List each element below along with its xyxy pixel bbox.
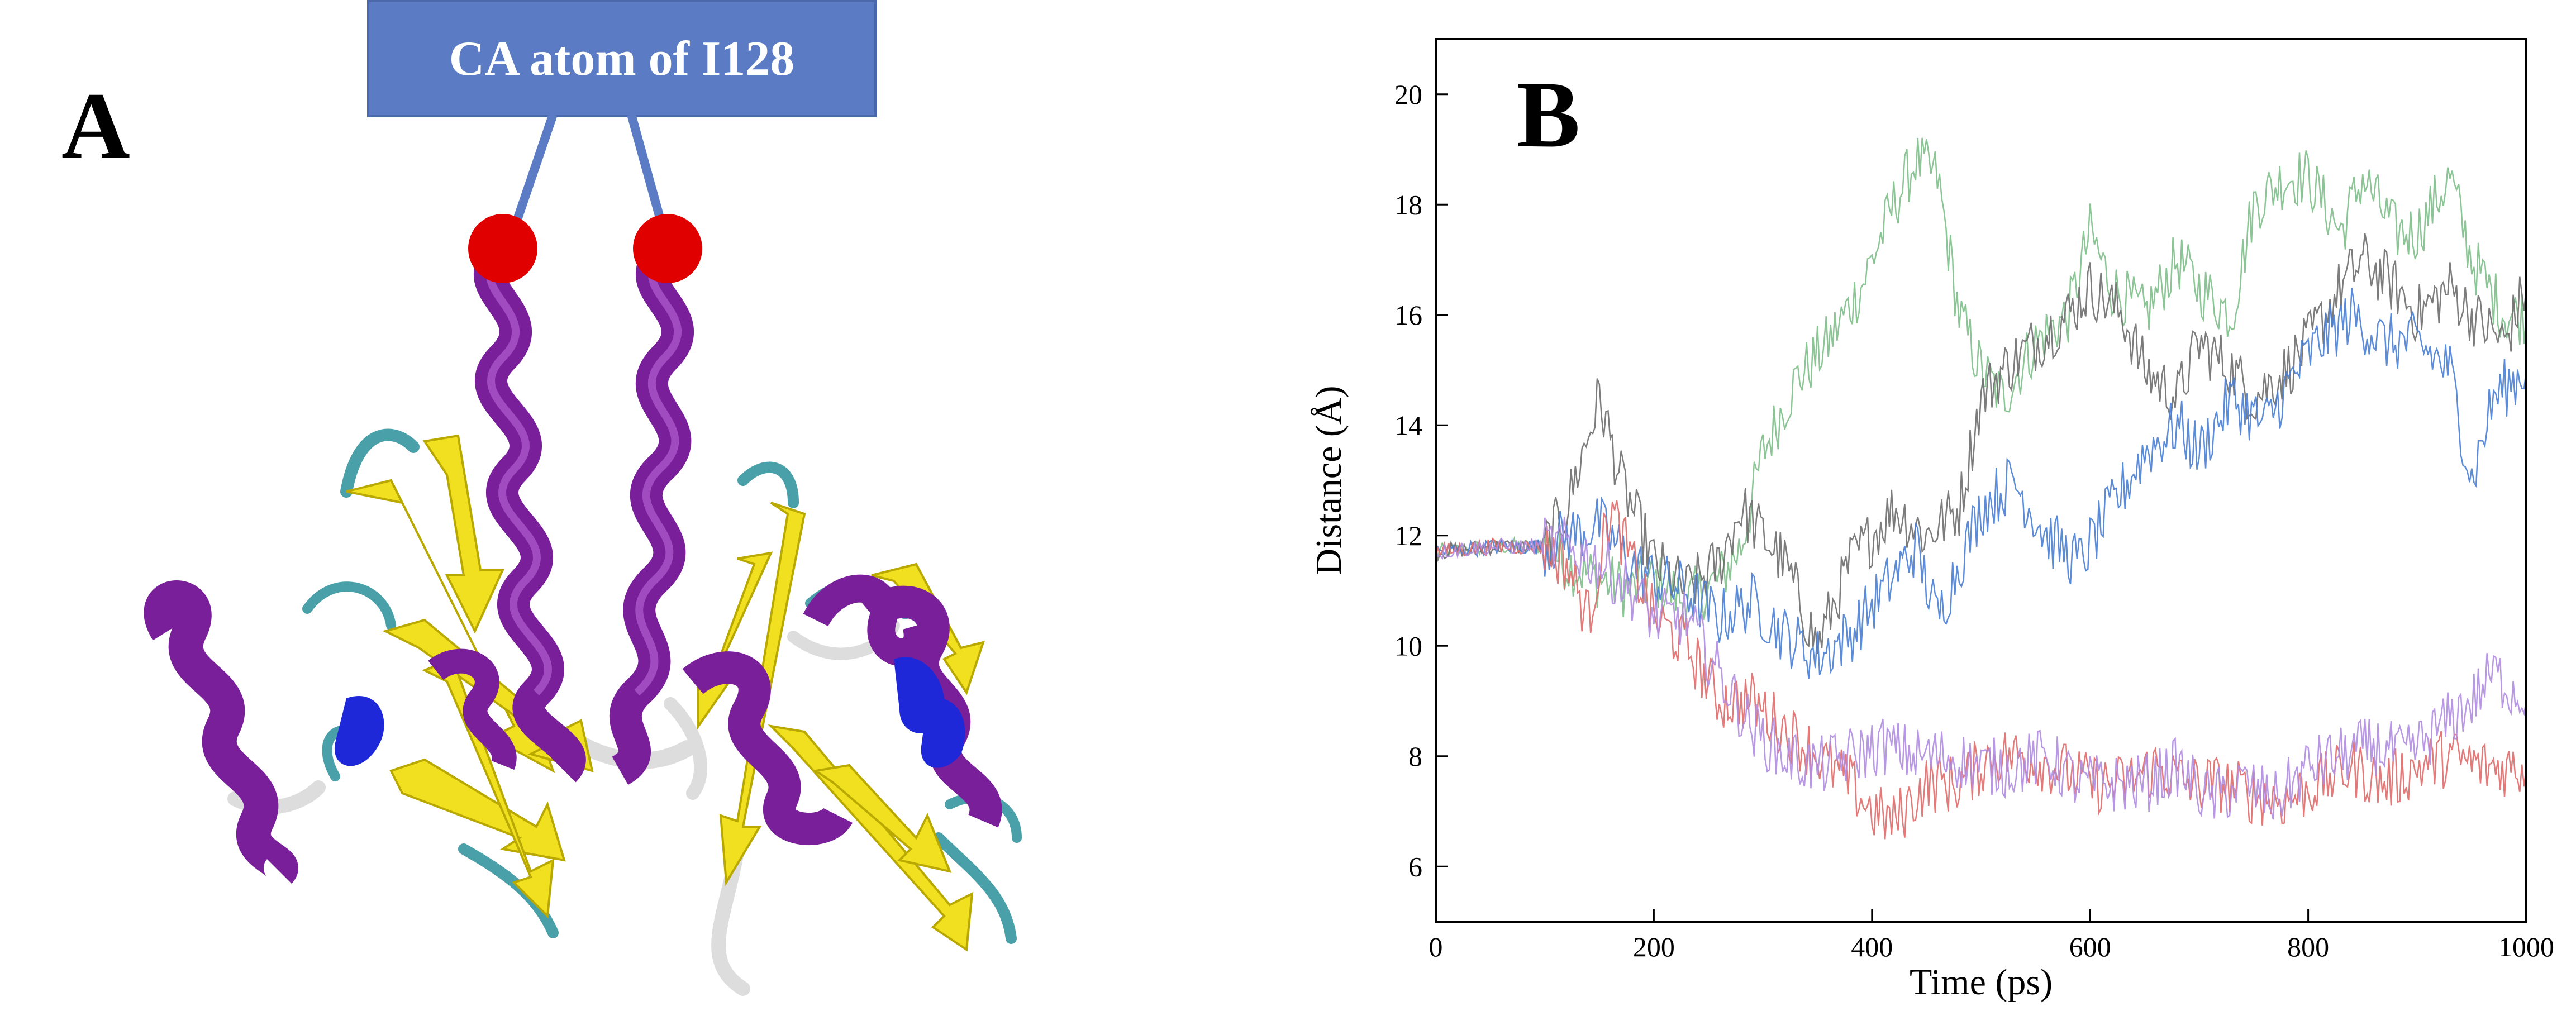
x-tick-label: 600 bbox=[2069, 931, 2111, 962]
y-tick-label: 12 bbox=[1394, 520, 1422, 551]
ca-atom-marker-right bbox=[633, 214, 702, 283]
y-axis-label: Distance (Å) bbox=[1308, 385, 1349, 575]
series-line-4 bbox=[1435, 500, 2527, 840]
panel-letter-b: B bbox=[1517, 62, 1580, 167]
helix-left-small bbox=[428, 648, 517, 770]
series-line-2 bbox=[1435, 233, 2527, 654]
y-tick-label: 14 bbox=[1394, 409, 1422, 441]
helix-right-long bbox=[609, 239, 694, 785]
plot-frame bbox=[1435, 38, 2527, 923]
helix-right-inner bbox=[682, 651, 853, 845]
y-tick-label: 8 bbox=[1408, 741, 1422, 772]
series-layer bbox=[1435, 137, 2527, 840]
y-tick-label: 18 bbox=[1394, 189, 1422, 220]
helices-310 bbox=[334, 657, 965, 768]
protein-structure bbox=[144, 113, 1022, 996]
x-tick-label: 200 bbox=[1633, 931, 1675, 962]
y-tick-label: 6 bbox=[1408, 851, 1422, 882]
series-line-3 bbox=[1435, 288, 2527, 679]
x-tick-label: 800 bbox=[2287, 931, 2329, 962]
panel-a: A CA atom of I128 bbox=[0, 0, 1173, 1030]
series-line-5 bbox=[1435, 516, 2527, 820]
helix-left-long bbox=[474, 239, 586, 783]
x-tick-label: 1000 bbox=[2498, 931, 2554, 962]
x-axis-label: Time (ps) bbox=[1910, 962, 2053, 1003]
panel-letter-a: A bbox=[61, 73, 130, 178]
helix-far-left bbox=[144, 580, 298, 884]
callout-box: CA atom of I128 bbox=[367, 0, 877, 117]
x-tick-label: 0 bbox=[1429, 931, 1443, 962]
y-tick-label: 20 bbox=[1394, 79, 1422, 110]
ca-atom-marker-left bbox=[468, 214, 537, 283]
distance-plot: 0 200 400 600 800 1000 6 8 10 12 14 16 18 20 Time (ps… bbox=[1308, 38, 2554, 1003]
y-tick-label: 16 bbox=[1394, 299, 1422, 331]
panel-b: B 0 200 400 600 800 1000 6 8 10 12 14 16 18 20 Time (… bbox=[1285, 0, 2576, 1030]
helix-right-upper bbox=[803, 574, 932, 666]
y-tick-label: 10 bbox=[1394, 630, 1422, 661]
ticks-layer: 0 200 400 600 800 1000 6 8 10 12 14 16 18 20 bbox=[1394, 79, 2554, 962]
x-tick-label: 400 bbox=[1851, 931, 1893, 962]
callout-label: CA atom of I128 bbox=[449, 31, 795, 86]
series-line-1 bbox=[1435, 137, 2527, 631]
